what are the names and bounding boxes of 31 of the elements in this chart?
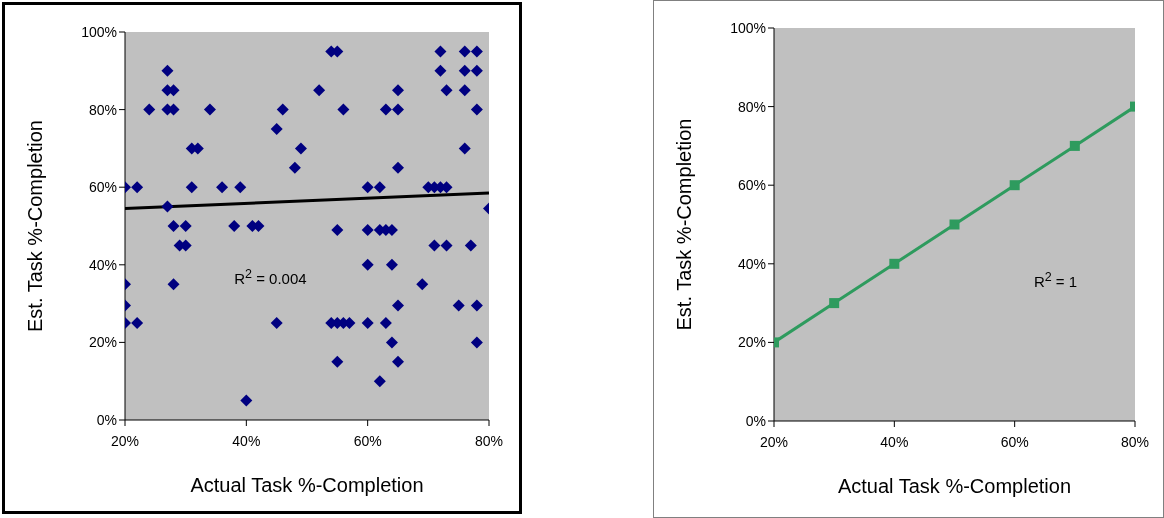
point (889, 258, 900, 269)
y-tick-label: 100% (730, 19, 766, 36)
y-tick-label: 80% (88, 101, 117, 118)
x-tick-label: 60% (1000, 433, 1029, 450)
x-tick-label: 20% (759, 433, 789, 450)
point (949, 219, 960, 230)
y-tick-label: 20% (737, 334, 766, 351)
x-tick-label: 60% (353, 432, 382, 449)
x-tick-label: 40% (880, 433, 909, 450)
point (1009, 180, 1020, 191)
annotation: R$^{2}$ = 1 (1033, 269, 1078, 290)
y-tick-label: 20% (88, 334, 117, 351)
y-axis-title: Est. Task %-Completion (24, 120, 47, 332)
x-tick-label: 40% (232, 432, 261, 449)
x-tick-label: 20% (110, 432, 140, 449)
annotation: R$^{2}$ = 0.004 (234, 266, 307, 287)
y-tick-label: 0% (96, 411, 117, 428)
point (1069, 140, 1080, 151)
point (829, 298, 840, 309)
y-tick-label: 80% (737, 98, 766, 115)
x-tick-label: 80% (1120, 433, 1150, 450)
y-tick-label: 40% (737, 255, 766, 272)
y-tick-label: 0% (745, 412, 766, 429)
y-tick-label: 60% (88, 179, 117, 196)
x-axis-title: Actual Task %-Completion (837, 475, 1072, 497)
y-tick-label: 100% (81, 23, 117, 40)
y-tick-label: 60% (737, 177, 766, 194)
y-axis-title: Est. Task %-Completion (673, 118, 696, 331)
x-tick-label: 80% (474, 432, 504, 449)
y-tick-label: 40% (88, 256, 117, 273)
x-axis-title: Actual Task %-Completion (190, 474, 424, 496)
